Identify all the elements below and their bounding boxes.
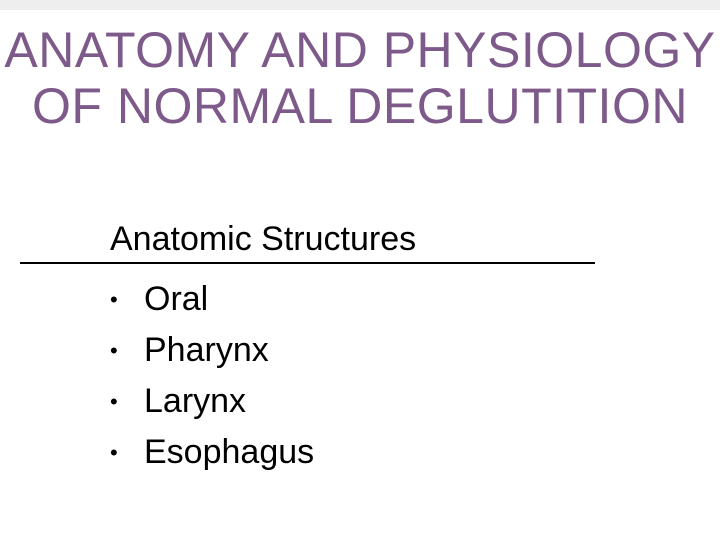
bullet-icon: • [110,436,138,469]
slide: ANATOMY AND PHYSIOLOGY OF NORMAL DEGLUTI… [0,0,720,540]
slide-title: ANATOMY AND PHYSIOLOGY OF NORMAL DEGLUTI… [0,22,720,134]
list-item-label: Esophagus [138,427,314,478]
list-item: • Oral [110,274,314,325]
bullet-icon: • [110,334,138,367]
list-item-label: Larynx [138,376,246,427]
bullet-list: • Oral • Pharynx • Larynx • Esophagus [110,274,314,478]
list-item: • Larynx [110,376,314,427]
top-bar [0,0,720,10]
list-item: • Pharynx [110,325,314,376]
list-item: • Esophagus [110,427,314,478]
list-item-label: Oral [138,274,208,325]
bullet-icon: • [110,385,138,418]
divider [20,262,595,264]
slide-subtitle: Anatomic Structures [110,220,416,259]
list-item-label: Pharynx [138,325,269,376]
bullet-icon: • [110,283,138,316]
